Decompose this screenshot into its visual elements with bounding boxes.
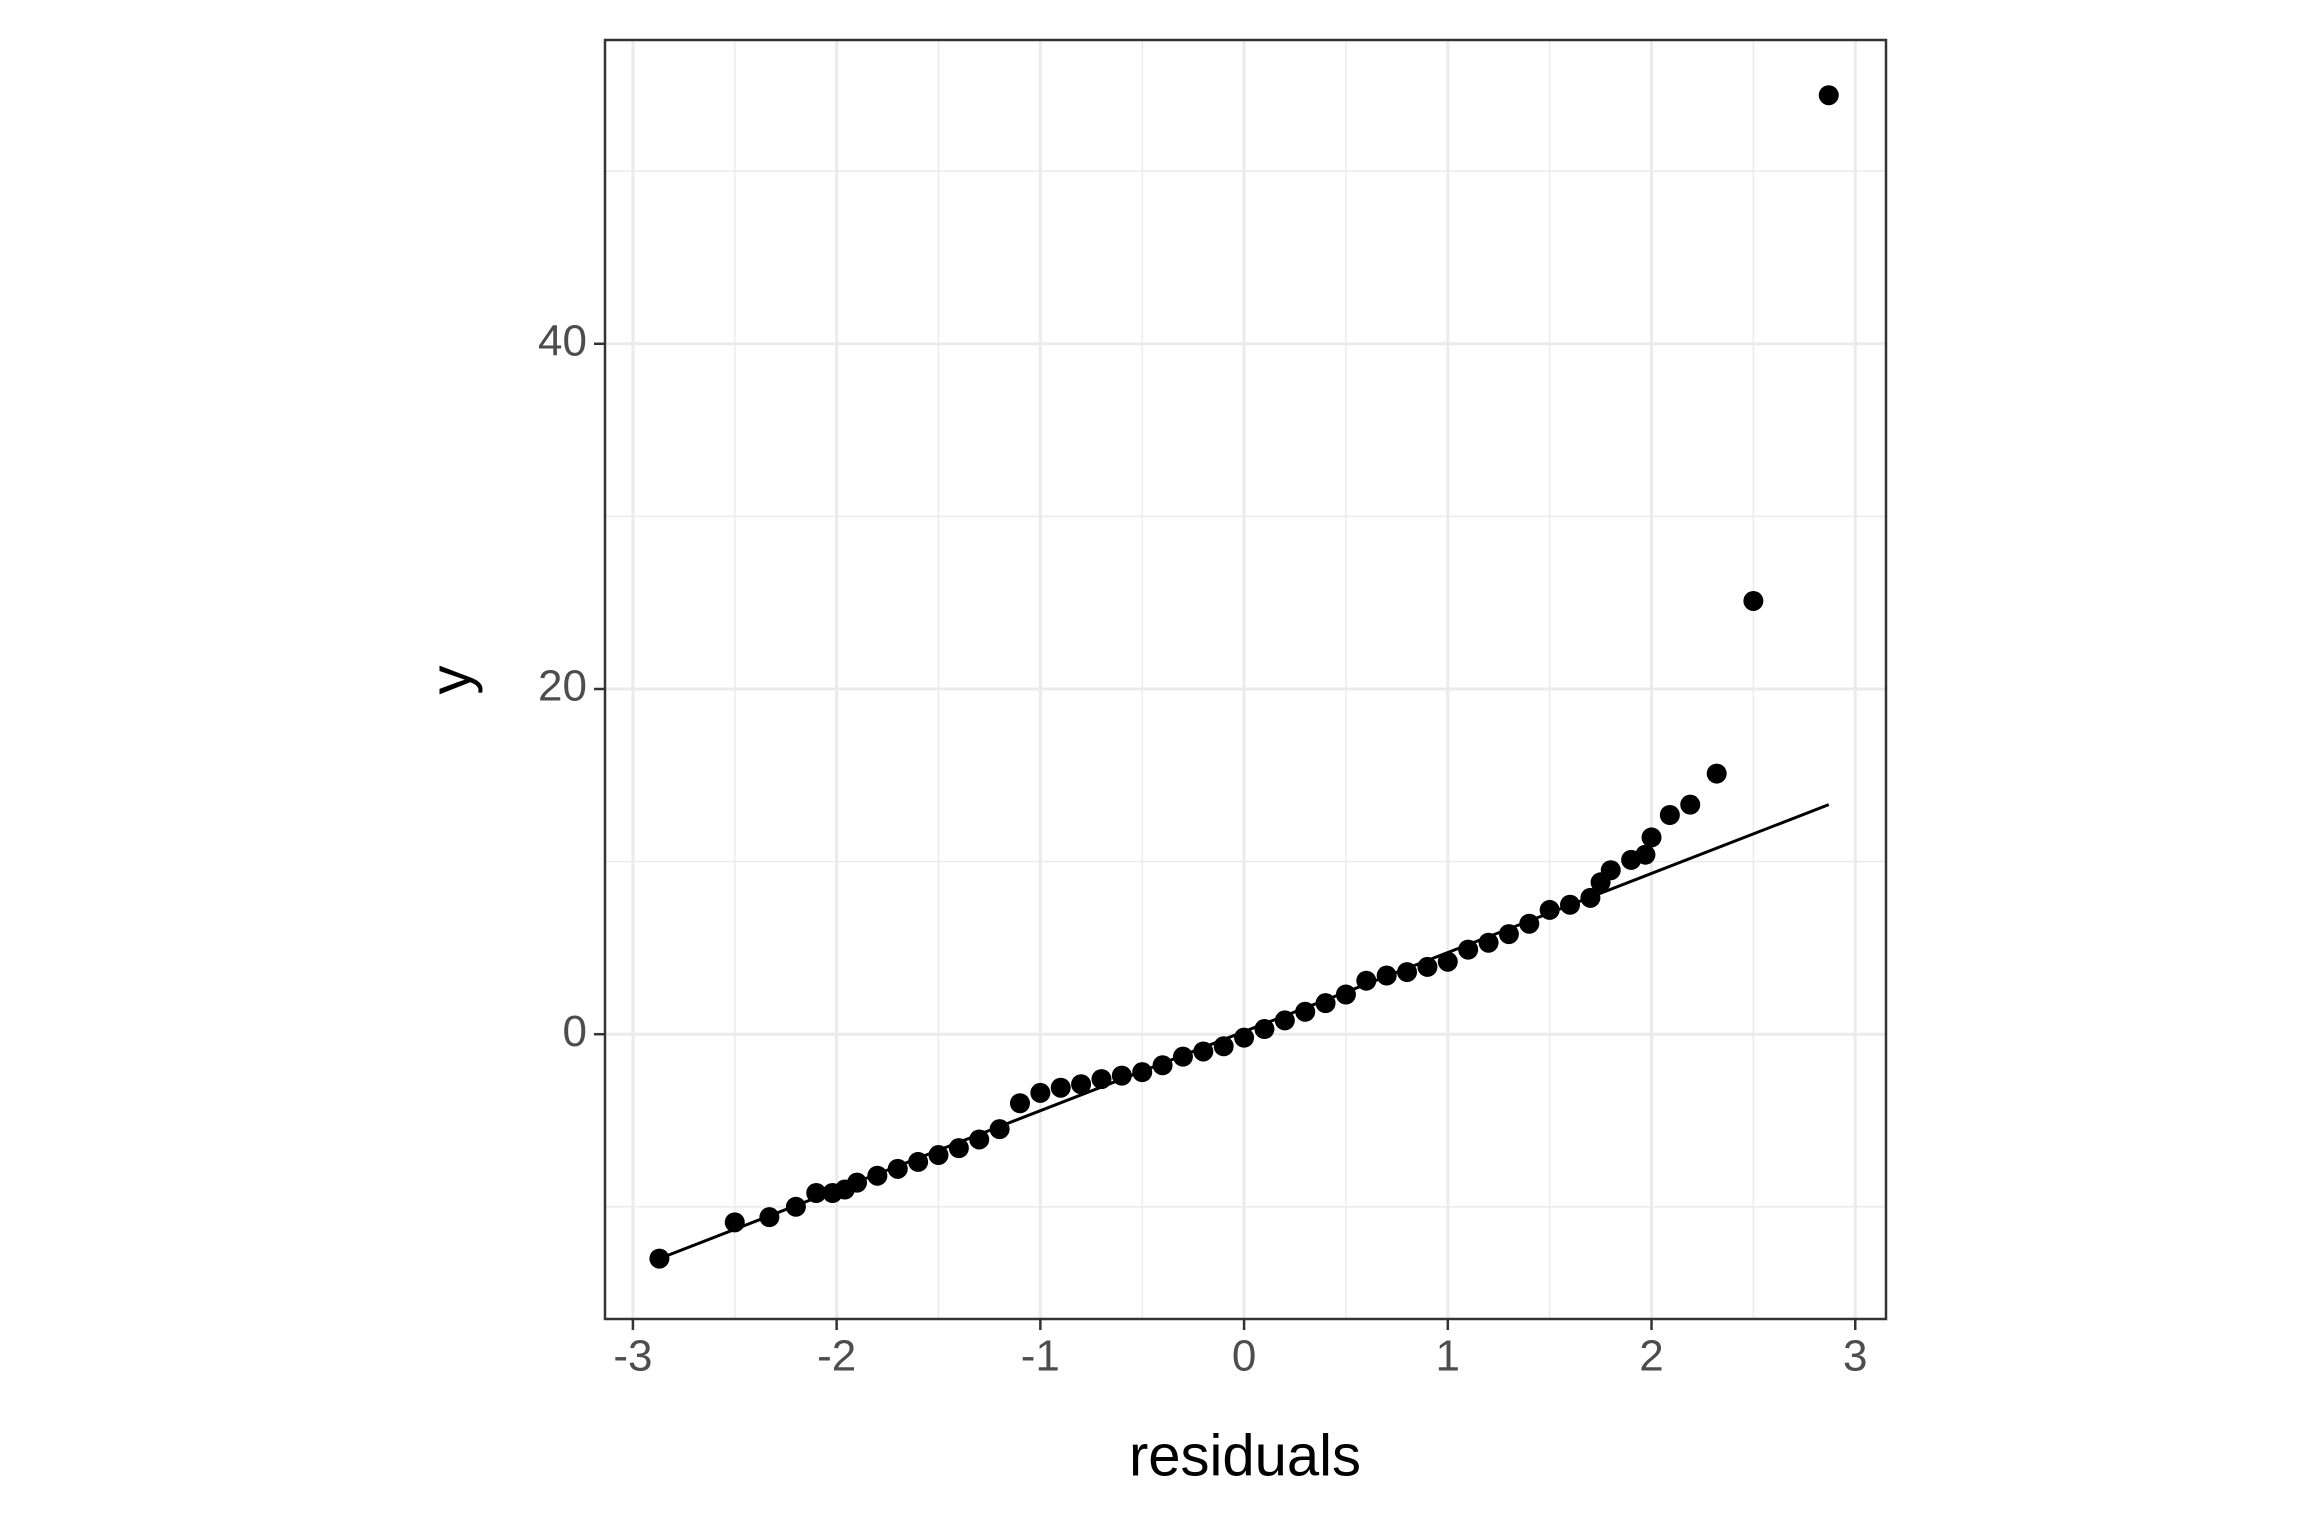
point — [1172, 1046, 1193, 1067]
point — [1706, 763, 1727, 784]
point — [1818, 85, 1839, 106]
x-tick-label: 0 — [1232, 1332, 1256, 1381]
point — [887, 1158, 908, 1179]
point — [1680, 794, 1701, 815]
y-tick-label: 40 — [538, 316, 587, 365]
point — [1659, 804, 1680, 825]
point — [785, 1196, 806, 1217]
x-tick-label: 2 — [1639, 1332, 1663, 1381]
point — [1743, 590, 1764, 611]
point — [989, 1119, 1010, 1140]
point — [1539, 899, 1560, 920]
point — [1458, 939, 1479, 960]
x-axis-title: residuals — [1129, 1423, 1361, 1488]
point — [847, 1172, 868, 1193]
point — [1132, 1062, 1153, 1083]
x-tick-label: 3 — [1843, 1332, 1867, 1381]
point — [1213, 1036, 1234, 1057]
marks — [649, 85, 1839, 1269]
point — [1580, 887, 1601, 908]
point — [1071, 1074, 1092, 1095]
point — [1356, 970, 1377, 991]
x-tick-label: -1 — [1021, 1332, 1060, 1381]
point — [1397, 962, 1418, 983]
point — [1234, 1027, 1255, 1048]
point — [1519, 913, 1540, 934]
x-tick-label: -2 — [817, 1332, 856, 1381]
point — [1193, 1041, 1214, 1062]
point — [1274, 1010, 1295, 1031]
point — [948, 1138, 969, 1159]
point — [928, 1145, 949, 1166]
point — [1635, 844, 1656, 865]
point — [1315, 993, 1336, 1014]
point — [1417, 956, 1438, 977]
point — [1498, 924, 1519, 945]
panel-border — [603, 38, 1888, 1321]
x-tick-label: -3 — [613, 1332, 652, 1381]
point — [1254, 1019, 1275, 1040]
y-tick-label: 20 — [538, 662, 587, 711]
point — [1295, 1001, 1316, 1022]
point — [1009, 1093, 1030, 1114]
point — [806, 1182, 827, 1203]
axes: -3 -2 -1 0 1 2 3 0 20 40 — [538, 316, 1867, 1380]
point — [1600, 860, 1621, 881]
point — [1050, 1077, 1071, 1098]
point — [1111, 1065, 1132, 1086]
point — [1030, 1082, 1051, 1103]
point — [649, 1248, 670, 1269]
point — [1152, 1055, 1173, 1076]
point — [969, 1129, 990, 1150]
point — [1335, 984, 1356, 1005]
point — [1091, 1069, 1112, 1090]
point — [1376, 965, 1397, 986]
point — [1560, 894, 1581, 915]
point — [908, 1151, 929, 1172]
point — [1478, 932, 1499, 953]
x-tick-label: 1 — [1436, 1332, 1460, 1381]
point — [1437, 951, 1458, 972]
y-tick-label: 0 — [563, 1007, 587, 1056]
point — [759, 1207, 780, 1228]
y-axis-title: y — [418, 666, 483, 695]
point — [1641, 827, 1662, 848]
point — [867, 1165, 888, 1186]
point — [724, 1212, 745, 1233]
